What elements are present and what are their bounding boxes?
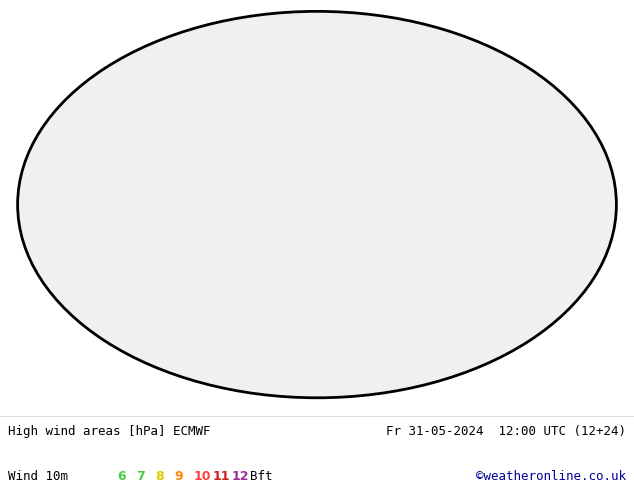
Text: Wind 10m: Wind 10m <box>8 470 68 483</box>
Text: Bft: Bft <box>250 470 273 483</box>
Text: High wind areas [hPa] ECMWF: High wind areas [hPa] ECMWF <box>8 425 210 439</box>
Text: Fr 31-05-2024  12:00 UTC (12+24): Fr 31-05-2024 12:00 UTC (12+24) <box>386 425 626 439</box>
Text: 6: 6 <box>117 470 126 483</box>
Text: 8: 8 <box>155 470 164 483</box>
Text: 9: 9 <box>174 470 183 483</box>
Text: 10: 10 <box>193 470 211 483</box>
Text: 12: 12 <box>231 470 249 483</box>
Text: 11: 11 <box>212 470 230 483</box>
Text: 7: 7 <box>136 470 145 483</box>
Ellipse shape <box>18 11 616 398</box>
Text: ©weatheronline.co.uk: ©weatheronline.co.uk <box>476 470 626 483</box>
